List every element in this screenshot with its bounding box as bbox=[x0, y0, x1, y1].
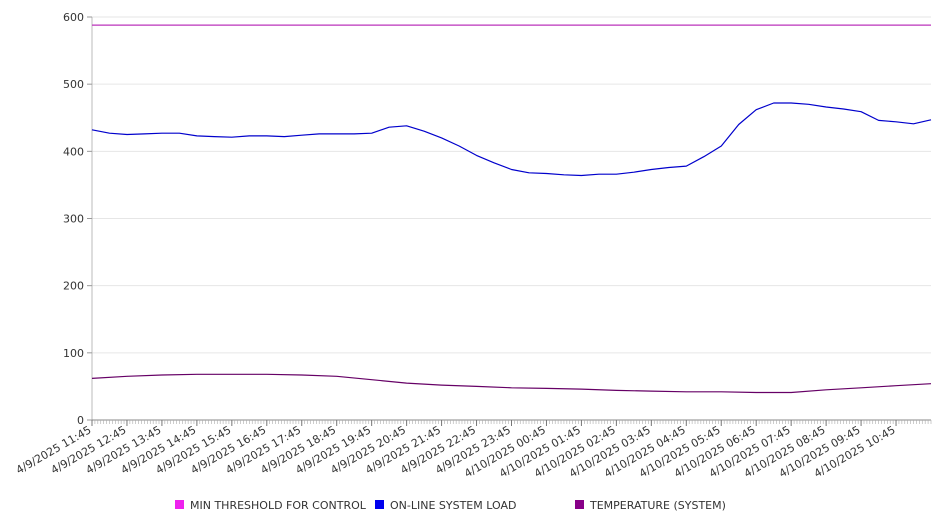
series-lines bbox=[91, 24, 932, 394]
legend-item-3[interactable]: TEMPERATURE (SYSTEM) bbox=[575, 499, 726, 512]
y-axis-ticks: 0 100 200 300 400 500 600 bbox=[63, 11, 92, 427]
legend-swatch bbox=[575, 500, 584, 509]
legend-label: TEMPERATURE (SYSTEM) bbox=[589, 499, 726, 512]
legend[interactable]: MIN THRESHOLD FOR CONTROL ON-LINE SYSTEM … bbox=[175, 499, 726, 512]
y-tick-label: 600 bbox=[63, 11, 84, 24]
y-tick-label: 0 bbox=[77, 414, 84, 427]
legend-label: ON-LINE SYSTEM LOAD bbox=[390, 499, 516, 512]
y-tick-label: 300 bbox=[63, 213, 84, 226]
legend-item-2[interactable]: ON-LINE SYSTEM LOAD bbox=[375, 499, 516, 512]
legend-item-1[interactable]: MIN THRESHOLD FOR CONTROL bbox=[175, 499, 367, 512]
y-tick-label: 400 bbox=[63, 145, 84, 158]
y-tick-label: 500 bbox=[63, 78, 84, 91]
y-tick-label: 200 bbox=[63, 280, 84, 293]
legend-label: MIN THRESHOLD FOR CONTROL bbox=[190, 499, 367, 512]
legend-swatch bbox=[175, 500, 184, 509]
legend-swatch bbox=[375, 500, 384, 509]
y-tick-label: 100 bbox=[63, 347, 84, 360]
series-line-3 bbox=[91, 373, 932, 394]
grid-lines bbox=[92, 16, 931, 354]
x-axis-ticks: 4/9/2025 11:454/9/2025 12:454/9/2025 13:… bbox=[14, 420, 932, 480]
series-line-2 bbox=[91, 102, 932, 177]
